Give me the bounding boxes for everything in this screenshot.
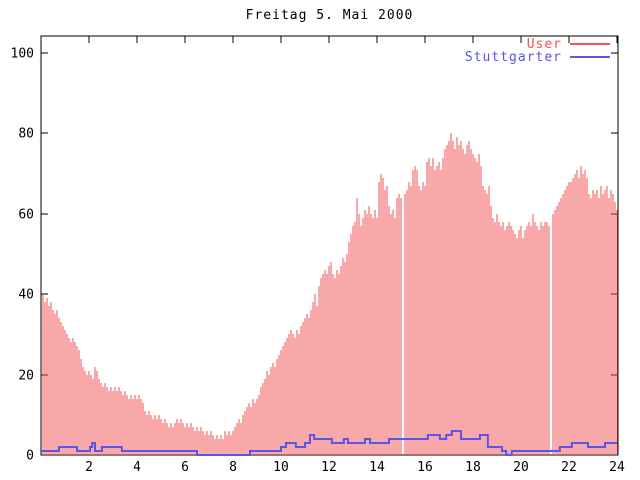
- x-tick-label: 24: [609, 460, 625, 475]
- x-tick-label: 8: [229, 460, 237, 475]
- y-tick-label: 100: [11, 47, 34, 62]
- user-impulse-bars: [42, 133, 618, 455]
- x-tick-label: 6: [181, 460, 189, 475]
- y-tick-label: 0: [26, 449, 34, 464]
- x-tick-label: 4: [133, 460, 141, 475]
- x-tick-label: 2: [85, 460, 93, 475]
- x-axis-tick-labels: 2 4 6 8 10 12 14 16 18 20 22 24: [85, 460, 625, 475]
- stuttgarter-step-line: [41, 430, 617, 456]
- plot-border: [40, 35, 619, 456]
- x-tick-label: 20: [513, 460, 529, 475]
- x-tick-label: 16: [417, 460, 433, 475]
- x-tick-label: 18: [465, 460, 481, 475]
- y-tick-label: 40: [18, 288, 34, 303]
- y-tick-label: 80: [18, 127, 34, 142]
- legend-line-user-swatch: [570, 43, 610, 45]
- y-tick-label: 20: [18, 369, 34, 384]
- y-tick-label: 60: [18, 208, 34, 223]
- legend-label-stuttgarter: Stuttgarter: [464, 50, 562, 65]
- x-tick-label: 14: [369, 460, 385, 475]
- x-tick-label: 12: [321, 460, 337, 475]
- x-tick-label: 22: [561, 460, 577, 475]
- y-axis-tick-labels: 0 20 40 60 80 100: [11, 47, 34, 464]
- legend-line-stuttgarter-swatch: [570, 56, 610, 58]
- legend-label-user: User: [526, 37, 562, 52]
- x-tick-label: 10: [273, 460, 289, 475]
- chart-title: Freitag 5. Mai 2000: [245, 8, 414, 23]
